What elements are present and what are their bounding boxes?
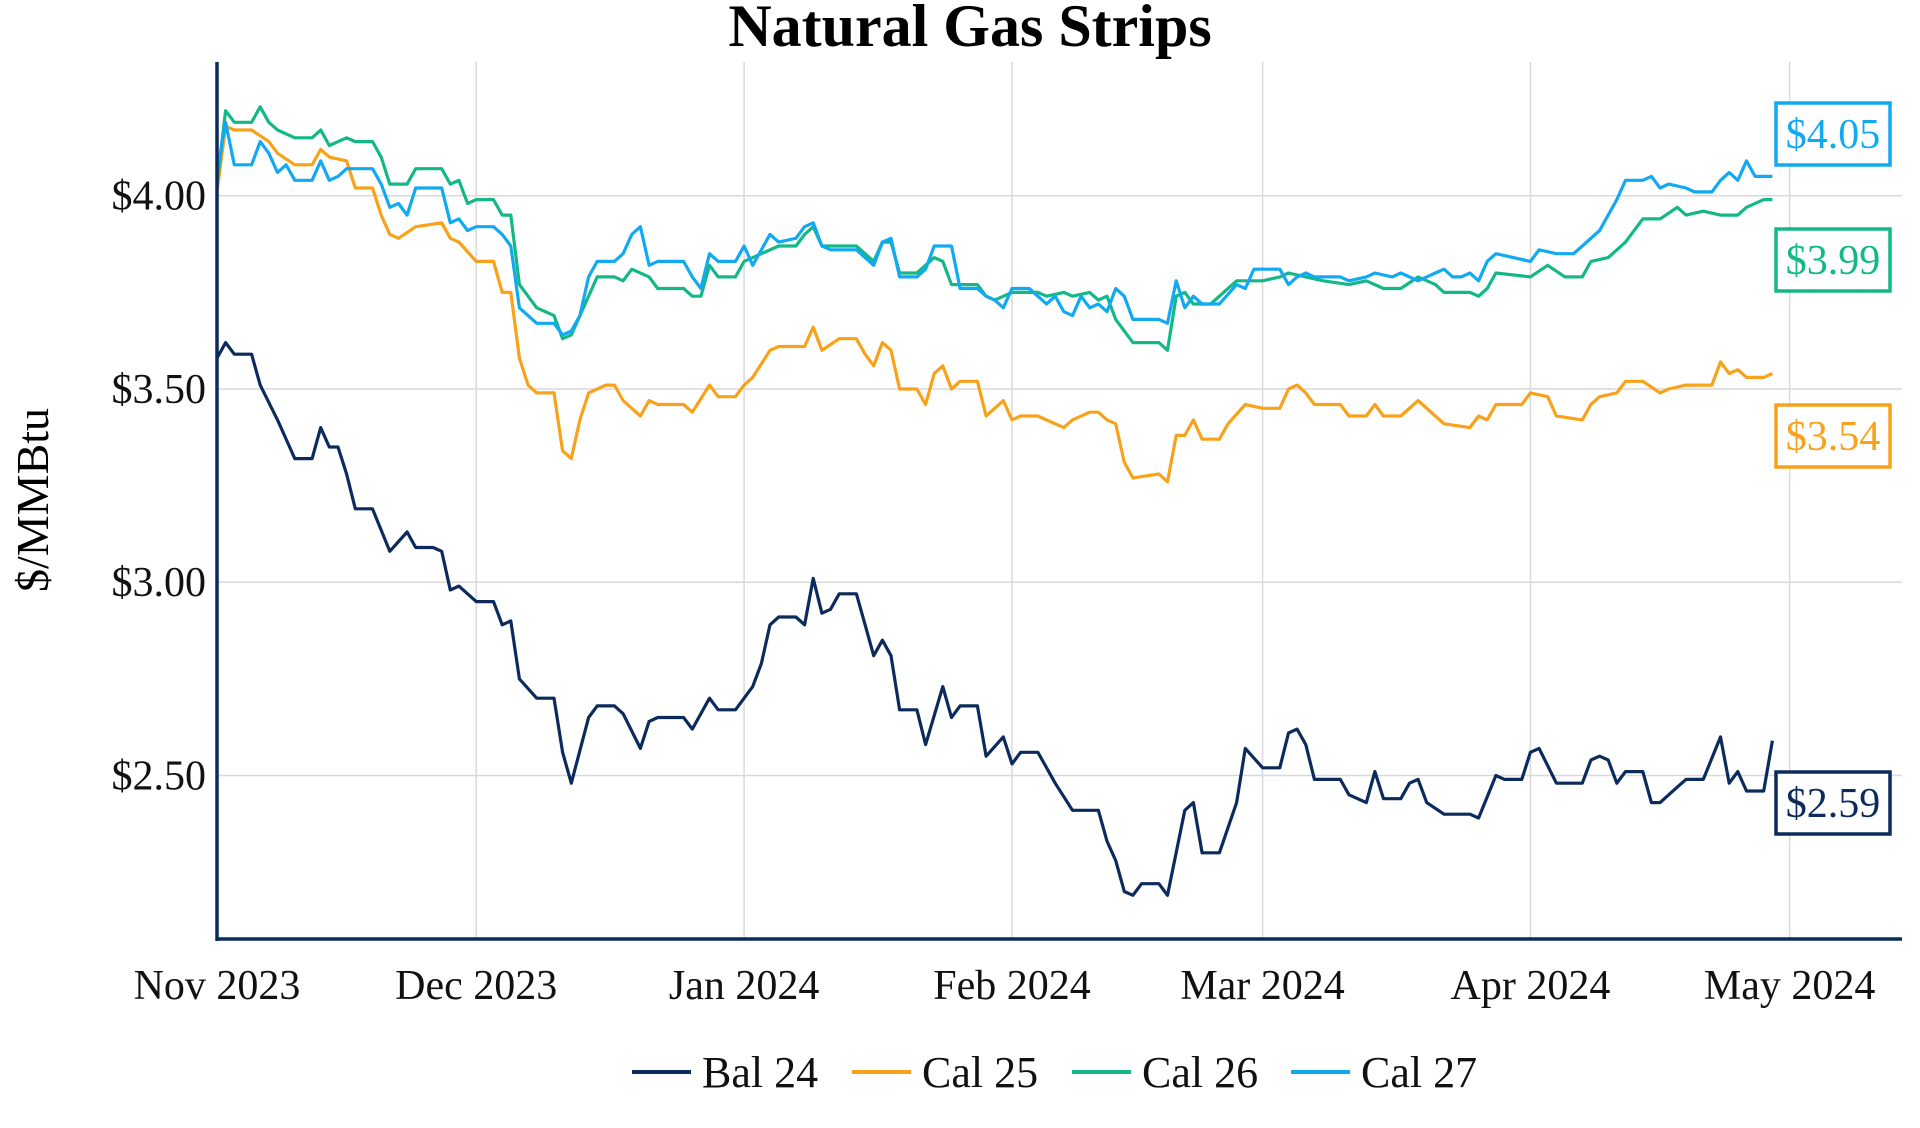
legend-label: Cal 25 bbox=[922, 1048, 1038, 1097]
legend: Bal 24 Cal 25 Cal 26 Cal 27 bbox=[632, 1048, 1477, 1097]
series-line-bal-24 bbox=[215, 341, 1774, 897]
legend-label: Bal 24 bbox=[702, 1048, 818, 1097]
y-tick-label: $3.00 bbox=[112, 560, 207, 606]
y-tick-label: $3.50 bbox=[112, 367, 207, 413]
legend-label: Cal 27 bbox=[1361, 1048, 1477, 1097]
end-label-value: $3.54 bbox=[1786, 414, 1881, 460]
end-label-box bbox=[1774, 770, 1892, 836]
y-axis-label: $/MMBtu bbox=[7, 408, 58, 592]
y-tick-label: $4.00 bbox=[112, 174, 207, 220]
end-label-box bbox=[1774, 101, 1892, 167]
end-label-box bbox=[1774, 227, 1892, 293]
end-label-box bbox=[1774, 403, 1892, 469]
x-tick-label: Jan 2024 bbox=[669, 963, 820, 1009]
x-tick-label: Nov 2023 bbox=[134, 963, 301, 1009]
chart-title: Natural Gas Strips bbox=[728, 0, 1211, 59]
y-tick-label: $2.50 bbox=[112, 754, 207, 800]
x-tick-label: May 2024 bbox=[1704, 963, 1876, 1009]
series-lines bbox=[215, 105, 1774, 897]
grid bbox=[216, 62, 1902, 939]
end-label-value: $3.99 bbox=[1786, 238, 1881, 284]
x-tick-label: Feb 2024 bbox=[933, 963, 1091, 1009]
end-label-value: $2.59 bbox=[1786, 781, 1881, 827]
x-tick-label: Dec 2023 bbox=[395, 963, 557, 1009]
series-line-cal-26 bbox=[215, 105, 1773, 352]
x-tick-label: Apr 2024 bbox=[1451, 963, 1611, 1009]
end-value-labels: $2.59 $3.54 $3.99 $4.05 bbox=[1774, 101, 1892, 836]
tick-labels: Nov 2023 Dec 2023 Jan 2024 Feb 2024 Mar 2024… bbox=[112, 174, 1876, 1009]
axes bbox=[215, 62, 1902, 941]
series-line-cal-25 bbox=[215, 124, 1774, 484]
series-line-cal-27 bbox=[215, 120, 1773, 337]
x-tick-label: Mar 2024 bbox=[1180, 963, 1344, 1009]
legend-label: Cal 26 bbox=[1142, 1048, 1258, 1097]
end-label-value: $4.05 bbox=[1786, 112, 1881, 158]
